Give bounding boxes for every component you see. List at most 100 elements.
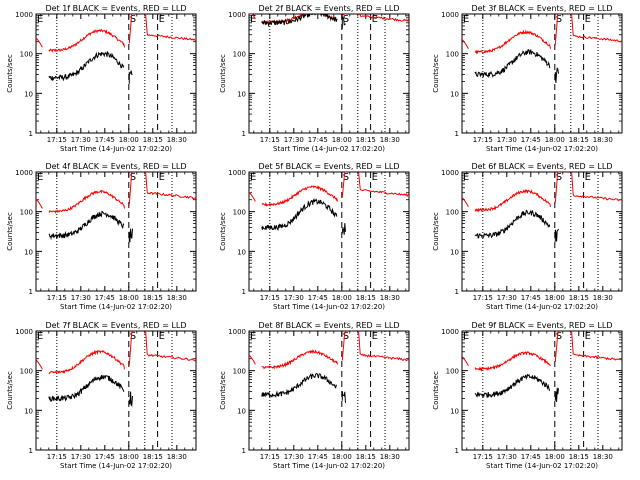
y-tick-label: 100 xyxy=(446,209,459,217)
time-marker-label: E xyxy=(159,172,165,183)
time-marker-label: E xyxy=(372,172,378,183)
panel-title: Det 9f BLACK = Events, RED = LLD xyxy=(471,321,612,330)
x-tick-label: 17:45 xyxy=(521,136,541,144)
x-tick-label: 18:00 xyxy=(119,136,139,144)
x-tick-label: 18:30 xyxy=(593,453,613,461)
y-tick-label: 100 xyxy=(20,209,33,217)
y-axis-label: Counts/sec xyxy=(432,212,440,251)
y-tick-label: 100 xyxy=(446,368,459,376)
x-tick-label: 17:30 xyxy=(71,294,91,302)
y-tick-label: 1 xyxy=(242,447,246,455)
x-tick-label: 17:45 xyxy=(95,294,115,302)
x-axis-label: Start Time (14-Jun-02 17:02:20) xyxy=(60,462,172,470)
time-marker-label: S xyxy=(130,172,136,183)
panel-det-6: Det 6f BLACK = Events, RED = LLD 1 10 100 10… xyxy=(432,162,623,311)
y-tick-label: 10 xyxy=(24,248,33,256)
x-tick-label: 18:30 xyxy=(380,136,400,144)
x-tick-label: 18:30 xyxy=(380,453,400,461)
x-tick-label: 17:15 xyxy=(47,294,67,302)
plot-frame xyxy=(461,171,623,292)
lld-series-line xyxy=(36,14,196,53)
x-tick-label: 17:15 xyxy=(260,294,280,302)
y-tick-label: 10 xyxy=(24,90,33,98)
x-axis-label: Start Time (14-Jun-02 17:02:20) xyxy=(60,145,172,153)
panel-title: Det 1f BLACK = Events, RED = LLD xyxy=(45,4,186,13)
events-series-line xyxy=(261,198,346,235)
time-marker-label: E xyxy=(250,172,256,183)
y-axis-label: Counts/sec xyxy=(432,54,440,93)
y-tick-label: 10 xyxy=(450,90,459,98)
events-series-line xyxy=(261,14,346,29)
time-marker-label: S xyxy=(130,14,136,25)
events-series-line xyxy=(48,50,133,84)
x-tick-label: 17:30 xyxy=(284,136,304,144)
y-tick-label: 1 xyxy=(242,130,246,138)
panel-det-2: Det 2f BLACK = Events, RED = LLD 1 10 100 10… xyxy=(219,4,410,153)
panel-det-4: Det 4f BLACK = Events, RED = LLD 1 10 100 10… xyxy=(6,162,197,311)
x-tick-label: 18:15 xyxy=(356,453,376,461)
panel-title: Det 2f BLACK = Events, RED = LLD xyxy=(258,4,399,13)
plot-frame xyxy=(248,13,410,134)
x-tick-label: 18:15 xyxy=(356,136,376,144)
x-tick-label: 18:15 xyxy=(356,294,376,302)
time-marker-label: E xyxy=(585,331,591,342)
x-tick-label: 17:15 xyxy=(260,453,280,461)
x-tick-label: 18:30 xyxy=(593,294,613,302)
time-marker-label: E xyxy=(250,14,256,25)
y-axis-label: Counts/sec xyxy=(6,371,14,410)
x-tick-label: 17:15 xyxy=(47,453,67,461)
lld-series-line xyxy=(36,331,196,375)
x-tick-label: 17:15 xyxy=(473,136,493,144)
time-marker-label: E xyxy=(463,331,469,342)
x-tick-label: 18:00 xyxy=(332,453,352,461)
x-tick-label: 18:00 xyxy=(332,136,352,144)
y-axis-label: Counts/sec xyxy=(219,371,227,410)
time-marker-label: E xyxy=(372,14,378,25)
time-marker-label: S xyxy=(130,331,136,342)
lld-series-line xyxy=(462,14,622,55)
x-tick-label: 18:15 xyxy=(143,294,163,302)
x-tick-label: 18:30 xyxy=(167,136,187,144)
time-marker-label: E xyxy=(585,172,591,183)
x-tick-label: 17:30 xyxy=(71,136,91,144)
x-tick-label: 17:15 xyxy=(473,453,493,461)
x-tick-label: 17:45 xyxy=(521,294,541,302)
panel-title: Det 7f BLACK = Events, RED = LLD xyxy=(45,321,186,330)
plot-frame xyxy=(35,13,197,134)
panel-title: Det 6f BLACK = Events, RED = LLD xyxy=(471,162,612,171)
y-tick-label: 10 xyxy=(237,90,246,98)
y-tick-label: 1 xyxy=(242,288,246,296)
x-axis-label: Start Time (14-Jun-02 17:02:20) xyxy=(486,303,598,311)
lld-series-line xyxy=(36,172,196,214)
x-tick-label: 18:30 xyxy=(167,453,187,461)
time-marker-label: E xyxy=(585,14,591,25)
x-tick-label: 18:00 xyxy=(545,136,565,144)
x-tick-label: 18:30 xyxy=(167,294,187,302)
x-tick-label: 18:15 xyxy=(143,136,163,144)
y-tick-label: 1000 xyxy=(441,169,459,177)
time-marker-label: E xyxy=(37,331,43,342)
lld-series-line xyxy=(462,331,622,372)
x-tick-label: 17:15 xyxy=(473,294,493,302)
time-marker-label: S xyxy=(556,331,562,342)
panel-det-1: Det 1f BLACK = Events, RED = LLD 1 10 100 10… xyxy=(6,4,197,153)
y-tick-label: 10 xyxy=(450,248,459,256)
y-tick-label: 1000 xyxy=(228,328,246,336)
events-series-line xyxy=(261,372,346,403)
time-marker-label: E xyxy=(463,172,469,183)
y-tick-label: 1 xyxy=(29,447,33,455)
y-tick-label: 10 xyxy=(450,407,459,415)
events-series-line xyxy=(48,374,133,407)
x-tick-label: 17:15 xyxy=(47,136,67,144)
x-tick-label: 18:00 xyxy=(119,453,139,461)
y-axis-label: Counts/sec xyxy=(6,212,14,251)
y-tick-label: 1 xyxy=(455,130,459,138)
plot-frame xyxy=(461,13,623,134)
y-tick-label: 100 xyxy=(20,51,33,59)
x-tick-label: 17:15 xyxy=(260,136,280,144)
time-marker-label: S xyxy=(343,14,349,25)
y-tick-label: 100 xyxy=(233,209,246,217)
y-tick-label: 10 xyxy=(237,248,246,256)
y-axis-label: Counts/sec xyxy=(219,212,227,251)
y-tick-label: 1 xyxy=(455,288,459,296)
